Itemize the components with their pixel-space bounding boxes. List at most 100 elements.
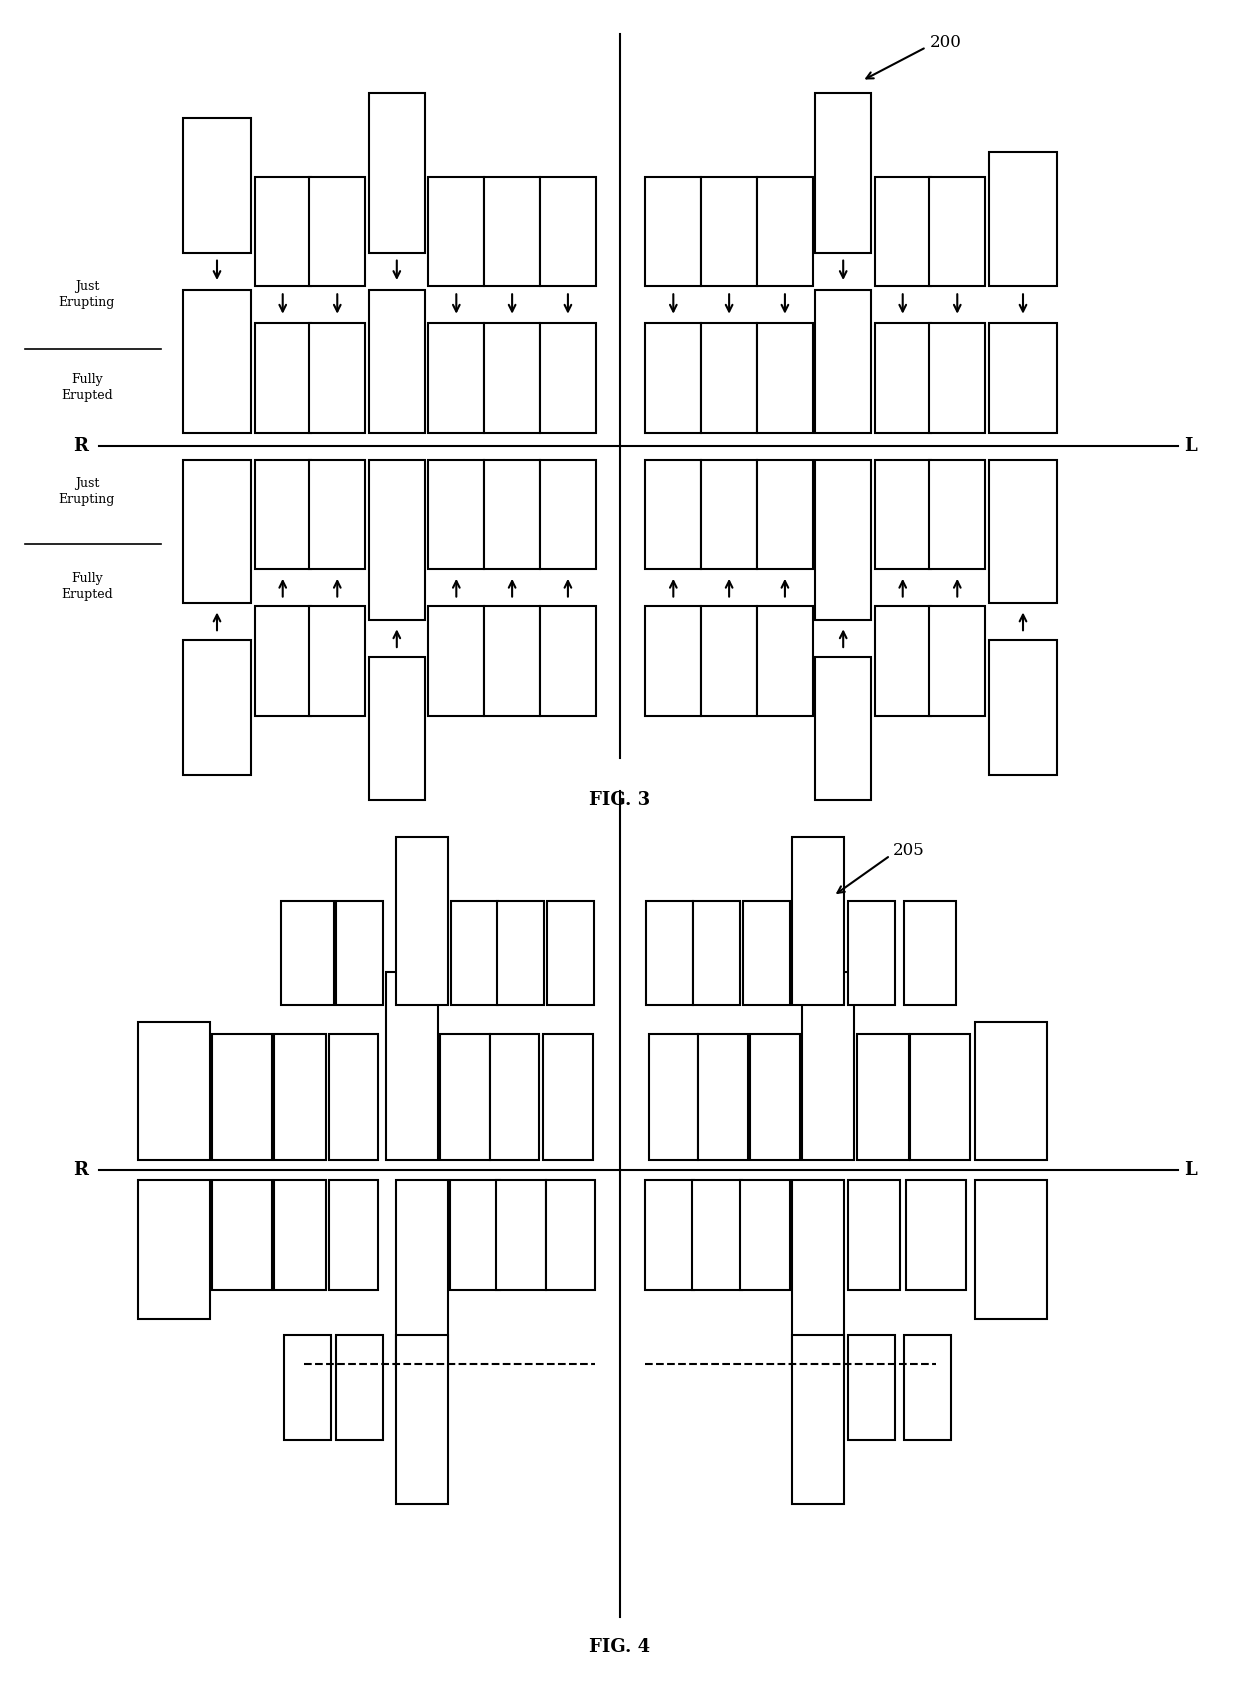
Bar	[138, 1180, 210, 1319]
Bar	[649, 1034, 698, 1160]
Bar	[484, 177, 541, 286]
Bar	[930, 323, 986, 433]
Bar	[848, 1335, 895, 1440]
Bar	[138, 1022, 210, 1160]
Bar	[541, 606, 595, 716]
Bar	[255, 460, 310, 569]
Bar	[429, 606, 484, 716]
Bar	[541, 177, 595, 286]
Bar	[284, 1335, 331, 1440]
Bar	[975, 1180, 1047, 1319]
Bar	[645, 1180, 694, 1290]
Text: Fully
Erupted: Fully Erupted	[61, 571, 113, 601]
Bar	[702, 460, 756, 569]
Bar	[756, 177, 813, 286]
Bar	[875, 177, 930, 286]
Bar	[274, 1034, 326, 1160]
Bar	[702, 323, 756, 433]
Bar	[541, 460, 595, 569]
Bar	[184, 118, 250, 253]
Text: FIG. 3: FIG. 3	[589, 791, 651, 808]
Bar	[370, 657, 424, 800]
Bar	[546, 1180, 595, 1290]
Bar	[274, 1180, 326, 1290]
Bar	[541, 323, 595, 433]
Bar	[875, 460, 930, 569]
Bar	[930, 606, 986, 716]
Bar	[904, 1335, 951, 1440]
Bar	[255, 177, 310, 286]
Bar	[692, 1180, 742, 1290]
Bar	[857, 1034, 909, 1160]
Bar	[930, 460, 986, 569]
Bar	[693, 901, 740, 1005]
Bar	[429, 177, 484, 286]
Bar	[906, 1180, 966, 1290]
Bar	[450, 1180, 500, 1290]
Bar	[370, 460, 424, 620]
Bar	[396, 1335, 448, 1504]
Bar	[750, 1034, 800, 1160]
Bar	[698, 1034, 748, 1160]
Bar	[429, 323, 484, 433]
Bar	[497, 901, 544, 1005]
Bar	[543, 1034, 593, 1160]
Bar	[329, 1034, 378, 1160]
Bar	[702, 177, 756, 286]
Bar	[184, 290, 250, 433]
Text: FIG. 4: FIG. 4	[589, 1639, 651, 1655]
Bar	[646, 606, 702, 716]
Bar	[212, 1034, 272, 1160]
Bar	[646, 901, 693, 1005]
Bar	[756, 460, 813, 569]
Bar	[848, 901, 895, 1005]
Bar	[875, 323, 930, 433]
Bar	[756, 323, 813, 433]
Text: 200: 200	[930, 34, 962, 51]
Bar	[396, 1180, 448, 1369]
Bar	[310, 177, 366, 286]
Bar	[910, 1034, 970, 1160]
Bar	[816, 657, 872, 800]
Bar	[329, 1180, 378, 1290]
Bar	[740, 1180, 790, 1290]
Bar	[990, 323, 1058, 433]
Bar	[975, 1022, 1047, 1160]
Bar	[184, 640, 250, 775]
Bar	[184, 460, 250, 603]
Bar	[875, 606, 930, 716]
Text: R: R	[73, 1162, 88, 1179]
Text: Just
Erupting: Just Erupting	[58, 477, 115, 507]
Text: L: L	[1184, 1162, 1197, 1179]
Bar	[990, 640, 1058, 775]
Bar	[816, 93, 872, 253]
Bar	[490, 1034, 539, 1160]
Bar	[370, 290, 424, 433]
Bar	[646, 460, 702, 569]
Bar	[816, 460, 872, 620]
Bar	[743, 901, 790, 1005]
Bar	[990, 460, 1058, 603]
Bar	[496, 1180, 546, 1290]
Bar	[646, 323, 702, 433]
Bar	[310, 460, 366, 569]
Bar	[702, 606, 756, 716]
Bar	[816, 290, 872, 433]
Bar	[429, 460, 484, 569]
Bar	[802, 972, 854, 1160]
Bar	[370, 93, 424, 253]
Bar	[848, 1180, 900, 1290]
Bar	[310, 606, 366, 716]
Bar	[440, 1034, 490, 1160]
Bar	[547, 901, 594, 1005]
Bar	[484, 323, 541, 433]
Bar	[484, 606, 541, 716]
Bar	[792, 1335, 844, 1504]
Bar	[792, 1180, 844, 1369]
Bar	[396, 837, 448, 1005]
Text: Fully
Erupted: Fully Erupted	[61, 372, 113, 402]
Bar	[930, 177, 986, 286]
Text: 205: 205	[893, 842, 925, 859]
Bar	[484, 460, 541, 569]
Bar	[990, 152, 1058, 286]
